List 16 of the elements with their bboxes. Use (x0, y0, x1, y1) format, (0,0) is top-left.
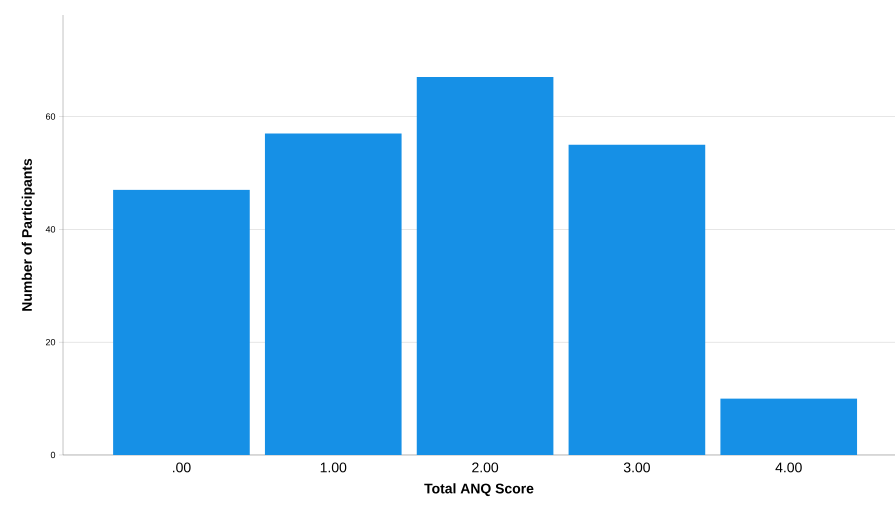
bar (416, 77, 554, 455)
bar (113, 190, 250, 455)
y-tick-label: 20 (46, 338, 56, 346)
bar (568, 144, 706, 455)
y-tick-label: 60 (46, 113, 56, 120)
x-tick-label: 3.00 (624, 462, 650, 472)
x-tick-label: 4.00 (775, 462, 802, 472)
y-tick-label: 40 (46, 226, 56, 233)
bar (720, 398, 858, 455)
y-tick-label: 0 (50, 452, 56, 458)
x-tick-label: 1.00 (320, 462, 346, 472)
x-axis-title: Total ANQ Score (424, 483, 534, 496)
x-tick-label: 2.00 (472, 462, 498, 472)
y-axis-title: Number of Participants (22, 158, 35, 311)
x-tick-label: .00 (173, 462, 191, 472)
bar (264, 133, 402, 455)
